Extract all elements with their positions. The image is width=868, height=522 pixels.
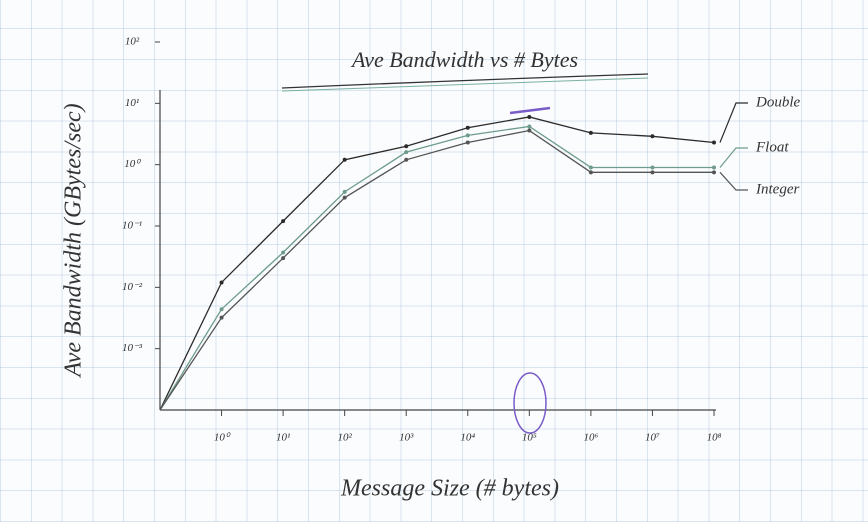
- data-point: [342, 189, 347, 194]
- data-point: [281, 250, 286, 255]
- series-line: [159, 116, 715, 411]
- legend-connector: [719, 102, 748, 143]
- y-tick-label: 10⁰: [124, 158, 141, 170]
- data-point: [342, 157, 347, 162]
- x-tick-label: 10²: [338, 432, 353, 444]
- data-point: [219, 315, 224, 320]
- data-point: [712, 140, 716, 145]
- data-point: [527, 128, 532, 133]
- highlight-circle: [513, 372, 547, 434]
- y-axis-label: Ave Bandwidth (GBytes/sec): [61, 103, 87, 378]
- legend-label: Double: [755, 94, 801, 110]
- data-point: [588, 130, 593, 135]
- x-tick-label: 10³: [399, 432, 414, 444]
- highlight-mark: [509, 106, 551, 115]
- legend-label: Integer: [755, 181, 799, 197]
- x-axis-label: Message Size (# bytes): [340, 476, 559, 502]
- data-point: [650, 165, 655, 170]
- data-point: [650, 134, 655, 139]
- series-line: [159, 129, 714, 411]
- data-point: [404, 157, 409, 162]
- data-point: [588, 170, 593, 175]
- data-point: [527, 124, 532, 129]
- data-point: [650, 170, 655, 175]
- data-point: [588, 165, 593, 170]
- data-point: [712, 165, 716, 170]
- legend-label: Float: [755, 139, 789, 155]
- title-underline: [281, 77, 649, 92]
- title-underline: [281, 73, 649, 89]
- data-point: [281, 256, 286, 261]
- data-point: [404, 150, 409, 155]
- x-tick-label: 10⁰: [214, 432, 231, 444]
- y-tick-label: 10⁻¹: [122, 220, 142, 232]
- series-line: [159, 125, 714, 411]
- legend-connector: [719, 147, 748, 168]
- x-tick-label: 10⁴: [460, 432, 475, 444]
- data-point: [712, 170, 716, 175]
- data-point: [465, 125, 470, 130]
- y-tick-label: 10⁻³: [122, 342, 143, 354]
- data-point: [219, 280, 224, 285]
- y-tick-label: 10¹: [125, 97, 139, 109]
- data-point: [281, 219, 286, 224]
- x-tick-label: 10⁵: [522, 432, 537, 444]
- data-point: [219, 307, 224, 312]
- chart-title: Ave Bandwidth vs # Bytes: [350, 47, 578, 72]
- data-point: [465, 140, 470, 145]
- data-point: [342, 195, 347, 200]
- data-point: [404, 144, 409, 149]
- x-tick-label: 10¹: [276, 432, 290, 444]
- x-tick-label: 10⁶: [583, 432, 598, 444]
- data-point: [465, 133, 470, 138]
- data-point: [527, 114, 532, 119]
- x-tick-label: 10⁷: [645, 432, 660, 444]
- legend-connector: [719, 171, 748, 191]
- y-tick-label: 10²: [125, 36, 140, 48]
- y-tick-label: 10⁻²: [122, 281, 143, 293]
- x-tick-label: 10⁸: [707, 432, 722, 444]
